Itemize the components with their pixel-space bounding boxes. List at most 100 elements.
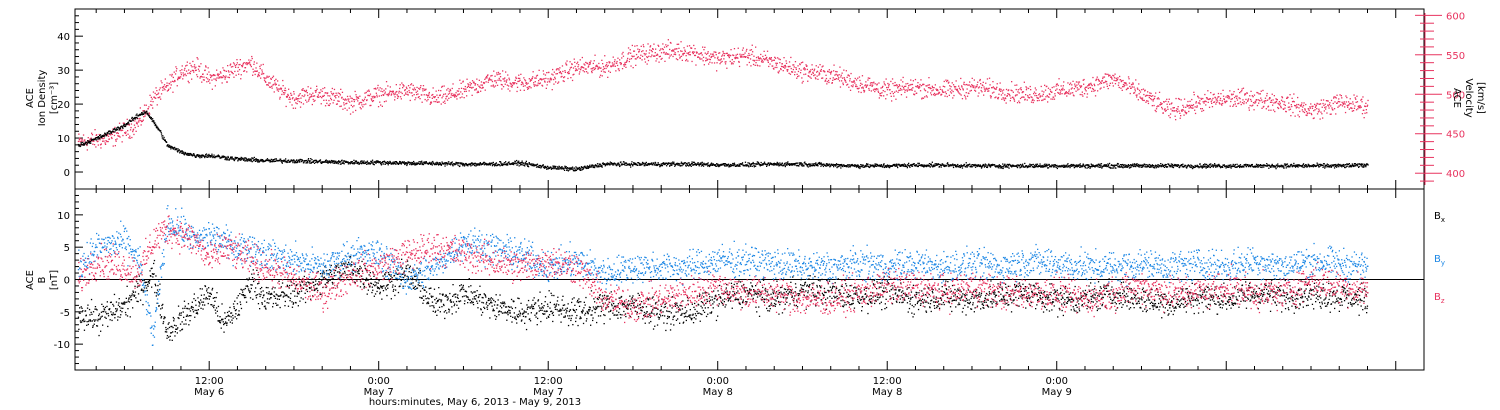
point-velocity — [1229, 90, 1231, 92]
point-velocity — [866, 85, 868, 87]
point-density — [410, 164, 413, 166]
point-density — [84, 143, 86, 145]
point-velocity — [353, 100, 355, 103]
point-velocity — [407, 85, 410, 87]
point-velocity — [133, 133, 135, 136]
point-velocity — [283, 89, 286, 92]
point-density — [588, 166, 590, 168]
point-velocity — [228, 71, 230, 73]
point-density — [687, 162, 689, 164]
point-density — [332, 162, 334, 164]
point-velocity — [341, 91, 344, 93]
point-velocity — [834, 78, 836, 80]
point-velocity — [804, 69, 806, 71]
point-velocity — [680, 50, 682, 52]
point-velocity — [735, 54, 737, 56]
point-density — [599, 165, 601, 167]
point-density — [184, 151, 186, 154]
point-velocity — [1133, 92, 1136, 94]
point-velocity — [291, 104, 293, 106]
point-density — [248, 160, 250, 162]
point-density — [382, 163, 385, 165]
point-velocity — [529, 80, 531, 82]
point-velocity — [844, 80, 847, 82]
point-velocity — [1259, 100, 1261, 102]
point-velocity — [117, 135, 119, 137]
point-velocity — [995, 96, 997, 98]
point-density — [536, 163, 539, 165]
point-velocity — [398, 92, 400, 94]
point-velocity — [1240, 91, 1242, 93]
point-velocity — [822, 65, 824, 67]
point-velocity — [1077, 81, 1079, 83]
point-velocity — [363, 100, 365, 102]
point-density — [262, 161, 264, 163]
point-velocity — [514, 82, 516, 84]
point-velocity — [1278, 103, 1280, 106]
point-velocity — [805, 73, 807, 75]
point-velocity — [195, 69, 197, 71]
point-density — [122, 127, 124, 129]
point-velocity — [1087, 85, 1089, 87]
point-velocity — [168, 83, 171, 85]
point-density — [234, 158, 236, 160]
point-density — [390, 162, 392, 164]
point-velocity — [509, 90, 511, 92]
point-velocity — [887, 86, 889, 89]
point-density — [590, 166, 592, 168]
point-velocity — [793, 64, 795, 66]
point-velocity — [1049, 93, 1051, 96]
point-velocity — [1123, 82, 1125, 84]
point-velocity — [583, 67, 585, 69]
point-velocity — [716, 70, 718, 72]
point-density — [195, 156, 197, 158]
point-velocity — [910, 79, 912, 81]
point-velocity — [627, 57, 629, 60]
point-velocity — [863, 91, 865, 93]
point-velocity — [559, 67, 561, 69]
point-velocity — [180, 72, 182, 74]
point-velocity — [652, 48, 654, 50]
point-velocity — [1140, 97, 1142, 99]
point-density — [631, 161, 633, 163]
point-velocity — [546, 72, 548, 74]
point-velocity — [770, 57, 772, 59]
point-density — [403, 161, 405, 163]
point-velocity — [634, 45, 636, 47]
point-velocity — [686, 45, 689, 47]
point-velocity — [861, 83, 863, 85]
point-velocity — [435, 101, 437, 103]
point-velocity — [427, 96, 429, 98]
point-density — [594, 166, 596, 169]
point-velocity — [411, 95, 414, 97]
point-velocity — [736, 53, 739, 55]
point-velocity — [492, 84, 494, 86]
point-density — [374, 162, 377, 164]
point-density — [754, 163, 756, 165]
point-velocity — [158, 97, 160, 99]
point-velocity — [410, 84, 412, 86]
point-velocity — [809, 71, 811, 73]
point-velocity — [375, 88, 377, 90]
point-velocity — [163, 87, 165, 90]
point-density — [416, 163, 418, 166]
point-density — [446, 164, 448, 166]
point-density — [638, 164, 640, 166]
point-velocity — [462, 81, 464, 83]
point-density — [641, 163, 643, 165]
point-velocity — [1083, 83, 1085, 85]
point-velocity — [1015, 94, 1017, 96]
point-velocity — [1213, 101, 1215, 103]
point-density — [666, 162, 668, 164]
point-velocity — [623, 65, 625, 67]
point-velocity — [207, 67, 209, 69]
point-velocity — [360, 108, 362, 110]
point-density — [496, 164, 499, 166]
point-velocity — [289, 98, 291, 100]
point-velocity — [249, 63, 251, 65]
point-density — [415, 162, 417, 164]
point-density — [339, 160, 341, 163]
point-velocity — [192, 69, 194, 72]
point-density — [692, 161, 694, 163]
point-density — [448, 161, 450, 163]
